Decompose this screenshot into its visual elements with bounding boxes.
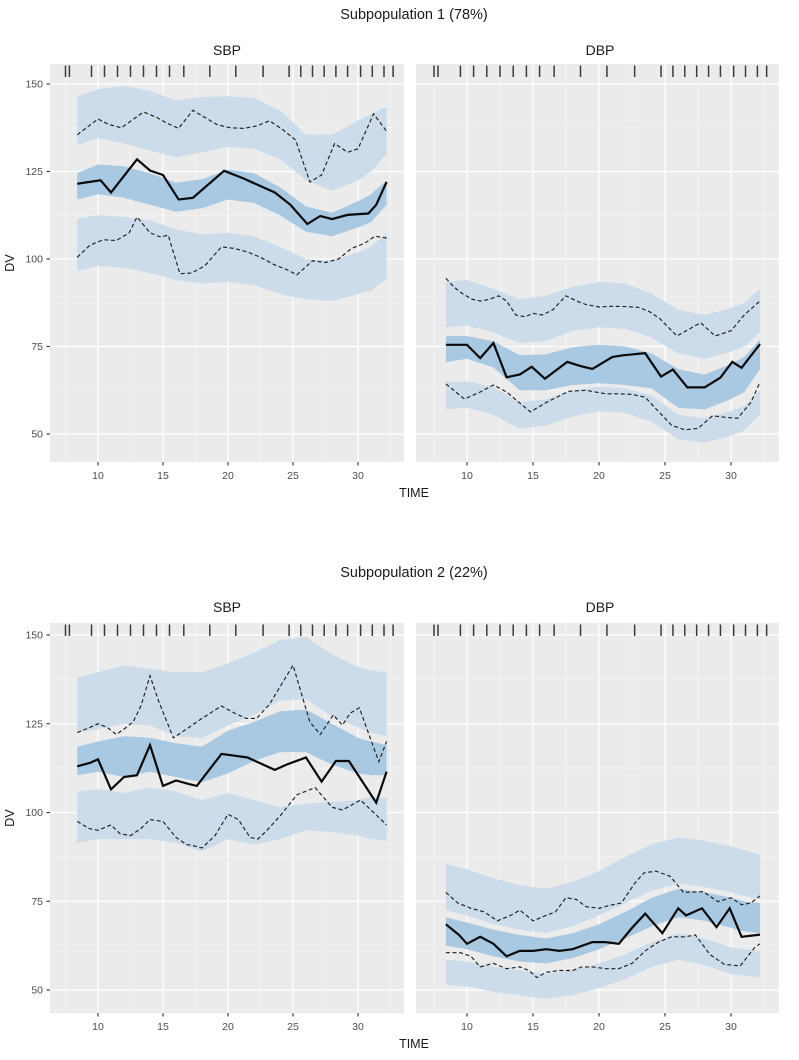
y-tick-label: 125: [25, 166, 43, 178]
panel-sbp: 10 15 20 25 30 50 75 100 125 150: [25, 64, 404, 482]
y-tick-label: 100: [25, 254, 43, 266]
median-line: [76, 741, 388, 806]
figure-title: Subpopulation 1 (78%): [340, 7, 488, 23]
x-tick-label: 25: [287, 1021, 299, 1033]
x-tick-label: 20: [222, 1021, 234, 1033]
subpopulation-2-chart: Subpopulation 2 (22%) SBP DBP 10 15 20 25 30…: [3, 565, 779, 1051]
ribbon-outer-lower: [445, 933, 760, 999]
x-tick-label: 30: [352, 470, 364, 482]
subpopulation-1-chart: Subpopulation 1 (78%) SBP DBP 10 15 20 25 30…: [3, 7, 779, 500]
y-axis-title: DV: [3, 254, 17, 272]
figure-subpopulation-2: Subpopulation 2 (22%) SBP DBP 10 15 20 25 30…: [0, 530, 799, 1060]
x-axis-title: TIME: [399, 1037, 429, 1051]
facet-label-dbp: DBP: [586, 599, 615, 615]
percentile-line: [76, 109, 388, 183]
x-tick-label: 10: [461, 1021, 473, 1033]
y-tick-label: 75: [31, 341, 43, 353]
ribbon-middle: [77, 709, 387, 783]
ribbon-middle: [445, 336, 760, 410]
x-tick-label: 25: [659, 470, 671, 482]
facet-label-sbp: SBP: [213, 42, 241, 58]
x-tick-label: 25: [287, 470, 299, 482]
plot-area: 10 15 20 25 30 50 75 100 125 150 10 15 20 25 30: [25, 64, 779, 482]
x-tick-label: 20: [222, 470, 234, 482]
ribbon-outer-lower: [77, 215, 387, 301]
facet-label-dbp: DBP: [586, 42, 615, 58]
ribbon-outer-upper: [77, 85, 387, 191]
x-tick-label: 20: [593, 1021, 605, 1033]
panel-dbp: 10 15 20 25 30: [416, 623, 779, 1033]
x-tick-label: 15: [527, 1021, 539, 1033]
percentile-line: [76, 786, 387, 849]
x-tick-label: 15: [157, 470, 169, 482]
y-tick-label: 100: [25, 807, 43, 819]
ribbon-outer-lower: [77, 787, 387, 852]
figure-title: Subpopulation 2 (22%): [340, 565, 488, 581]
x-tick-label: 25: [659, 1021, 671, 1033]
plot-area: 10 15 20 25 30 50 75 100 125 150 10 15 20 25 30: [25, 623, 779, 1033]
median-line: [77, 157, 388, 226]
y-tick-label: 50: [31, 985, 43, 997]
x-tick-label: 30: [725, 470, 737, 482]
panel-dbp: 10 15 20 25 30: [416, 64, 779, 482]
median-line: [445, 340, 761, 389]
figure-subpopulation-1: Subpopulation 1 (78%) SBP DBP 10 15 20 25 30…: [3, 7, 779, 500]
x-tick-label: 30: [352, 1021, 364, 1033]
ribbon-outer-lower: [445, 381, 760, 443]
x-tick-label: 10: [92, 1021, 104, 1033]
ribbon-middle: [445, 888, 760, 964]
x-tick-label: 10: [461, 470, 473, 482]
ribbon-outer-upper: [445, 837, 760, 934]
percentile-line: [445, 381, 761, 431]
percentile-line: [76, 663, 388, 764]
percentile-line: [445, 870, 761, 922]
ribbon-outer-upper: [77, 636, 387, 738]
y-axis-title: DV: [3, 809, 17, 827]
ribbon-middle: [77, 164, 387, 237]
x-tick-label: 15: [157, 1021, 169, 1033]
y-tick-label: 50: [31, 429, 43, 441]
x-tick-label: 20: [593, 470, 605, 482]
percentile-line: [76, 215, 387, 276]
y-tick-label: 125: [25, 718, 43, 730]
y-tick-label: 150: [25, 79, 43, 91]
y-tick-label: 150: [25, 630, 43, 642]
percentile-line: [445, 934, 761, 979]
x-tick-label: 10: [92, 470, 104, 482]
y-tick-label: 75: [31, 896, 43, 908]
x-tick-label: 30: [725, 1021, 737, 1033]
facet-label-sbp: SBP: [213, 599, 241, 615]
x-axis-title: TIME: [399, 486, 429, 500]
percentile-line: [445, 277, 761, 337]
panel-sbp: 10 15 20 25 30 50 75 100 125 150: [25, 623, 404, 1033]
ribbon-outer-upper: [445, 280, 760, 359]
x-tick-label: 15: [527, 470, 539, 482]
median-line: [445, 906, 761, 958]
